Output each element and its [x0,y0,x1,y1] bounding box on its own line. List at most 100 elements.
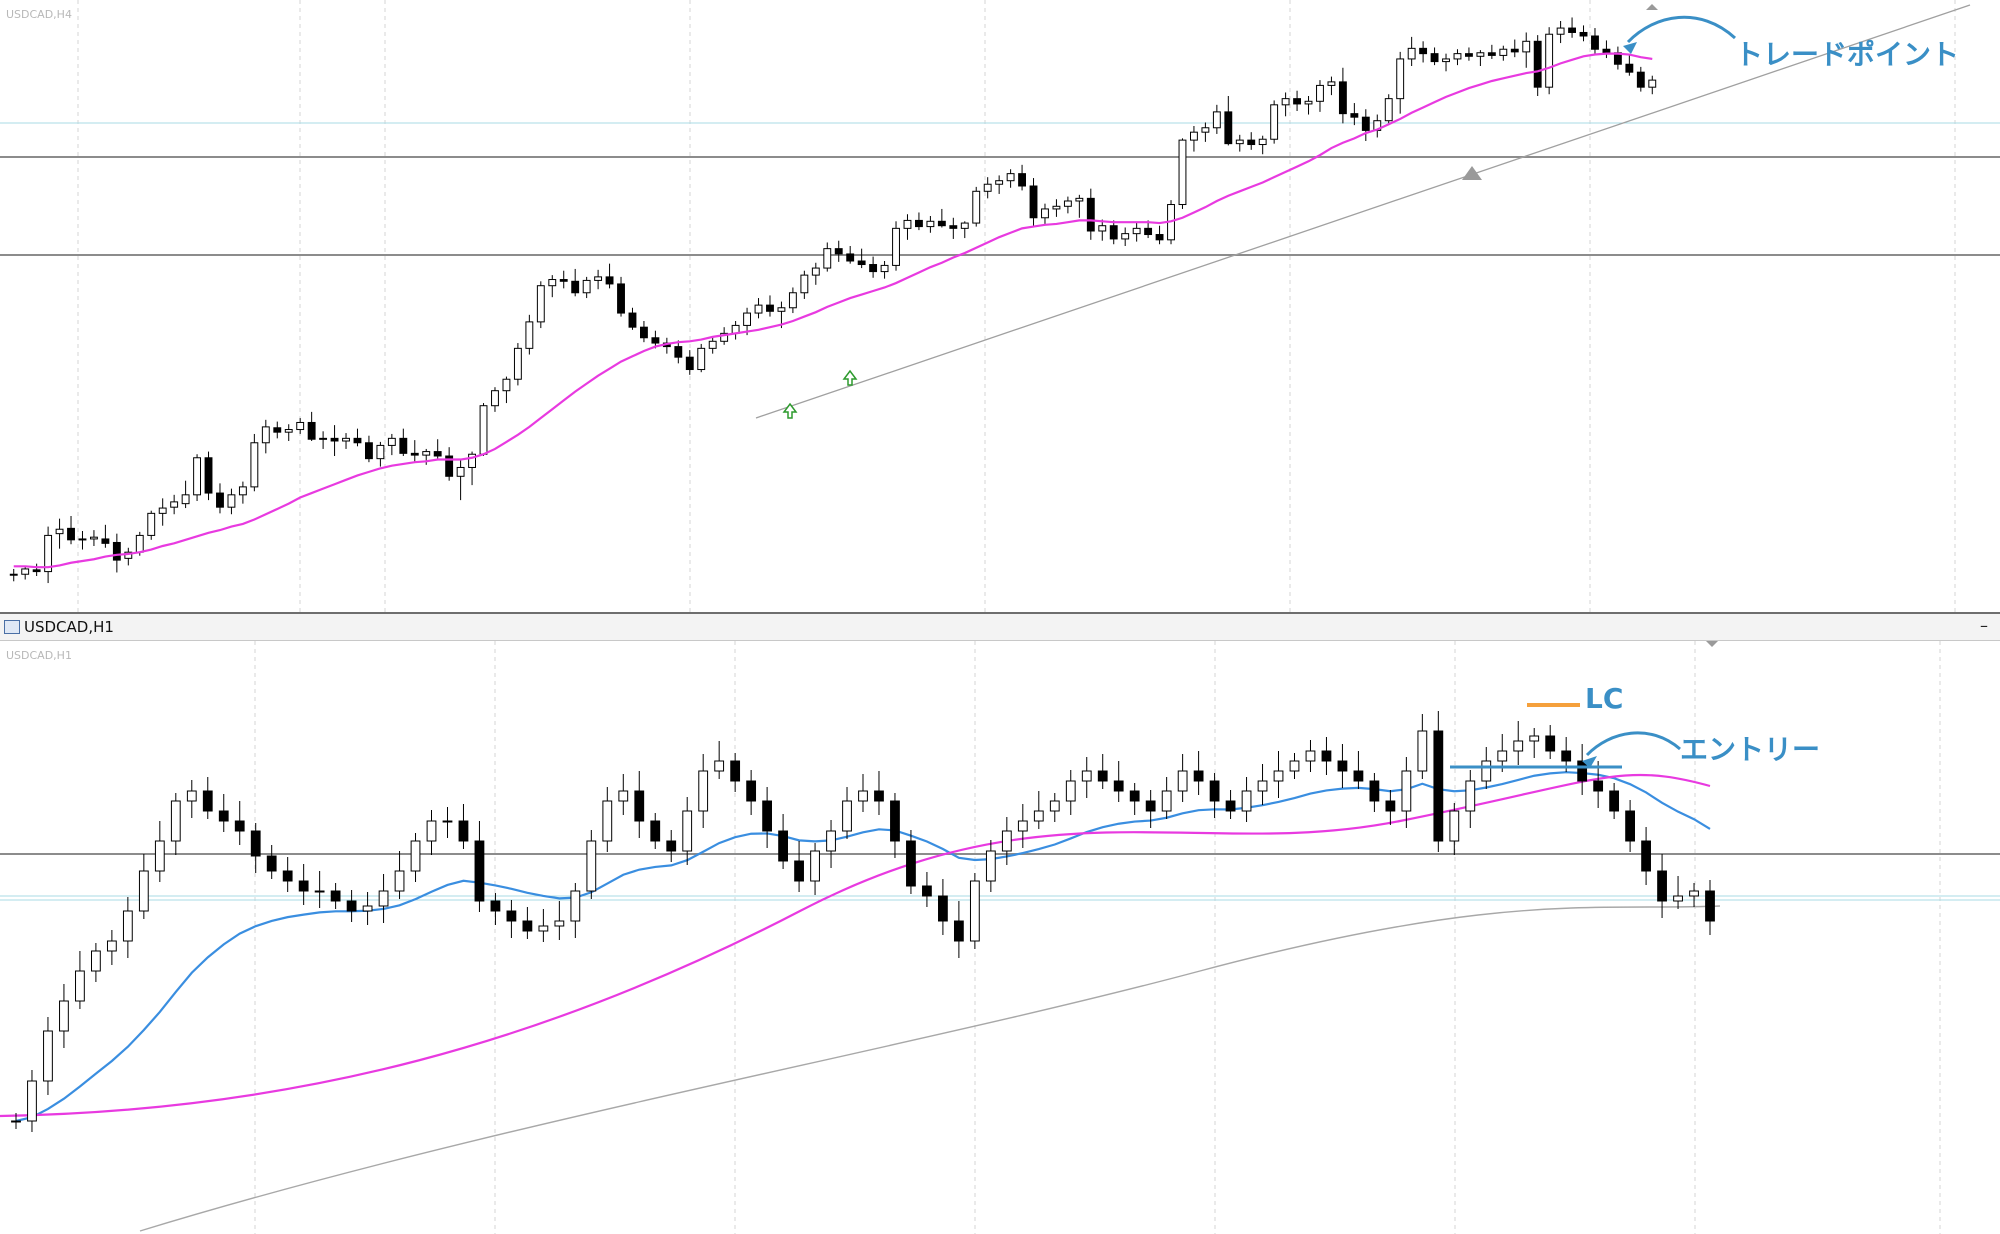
candle [666,840,677,852]
candle [858,790,868,802]
candle [794,860,804,882]
candle [1337,760,1348,772]
candle [456,466,465,477]
candle [640,326,648,339]
candle [1417,730,1428,772]
candle [582,279,591,294]
candle [708,340,717,349]
lc-label: LC [1585,682,1623,715]
candle [44,534,53,573]
ma-line [139,905,1721,1232]
candle [491,390,499,407]
candle [1499,48,1508,56]
candle [1433,730,1444,842]
candle [59,1000,69,1032]
minimize-button[interactable]: – [1980,616,1988,635]
candle [1609,790,1620,812]
candle [983,183,992,192]
candle [55,528,64,535]
candle [602,800,613,842]
candle [445,455,454,477]
candle [1049,800,1060,812]
candle [170,501,179,508]
candle [1648,79,1657,88]
candle [234,820,245,832]
candle [298,880,309,892]
candle [1625,63,1634,73]
candle [1533,40,1542,88]
candle [458,820,469,842]
candle [605,276,614,285]
candle [1657,870,1667,902]
candle [1018,173,1026,187]
candle [1041,208,1049,219]
candle [1593,780,1604,792]
candle [1545,33,1554,88]
candle [186,790,197,802]
candle [1241,790,1252,812]
candle [75,970,85,1002]
candle [548,279,557,287]
candle [1545,735,1556,752]
candle [682,810,693,852]
h1-window-titlebar[interactable]: USDCAD,H1 – [0,614,2000,641]
candle [513,347,522,380]
candle [296,421,305,431]
candle [778,830,788,862]
candle [261,426,270,444]
candle [330,437,339,442]
candle [1522,40,1531,53]
candle [1132,227,1141,235]
candle [788,292,797,309]
candle [433,451,442,457]
candle [903,219,912,229]
candle [594,276,603,281]
candle [892,227,900,266]
candle [1568,27,1576,33]
candle [586,840,597,892]
h4-chart-canvas[interactable]: USDCAD,H4 トレードポイント [0,0,2000,612]
trade-point-arrowhead-icon [1623,42,1637,54]
candle [250,830,261,857]
candle [1396,58,1405,100]
h1-level-lines [0,853,2000,901]
candle [1453,53,1462,60]
h1-chart-panel[interactable]: USDCAD,H1 LC エントリー [0,641,2000,1234]
candle [1247,139,1256,146]
candle [238,486,247,496]
candle [32,569,41,573]
candle [1063,200,1072,207]
candle [714,760,725,772]
candle [1636,71,1645,88]
candle [1304,100,1313,105]
candle [1001,830,1012,852]
candle [193,457,201,496]
candle [1144,227,1153,236]
candle [1385,800,1396,812]
candle [1350,113,1359,118]
h4-candles [9,17,1657,584]
candle [857,260,866,266]
h1-chart-canvas[interactable]: USDCAD,H1 LC エントリー [0,641,2000,1234]
candle [1281,98,1290,106]
candle [570,890,581,922]
candle [922,885,932,897]
candle [1109,225,1118,240]
candle [90,536,98,540]
candle [273,427,282,433]
candle [1361,116,1370,131]
candle [101,538,110,544]
triangle-marker-icon [1462,166,1482,180]
candle [985,850,996,882]
candle [21,568,30,575]
candle [1673,895,1683,902]
candle [1235,139,1244,145]
candle [506,910,517,922]
h4-chart-panel[interactable]: USDCAD,H4 トレードポイント [0,0,2000,614]
candle [1033,810,1044,822]
candle [1155,234,1164,241]
candle [342,437,350,442]
candle [1321,750,1332,762]
candle [1407,47,1416,60]
candle [1178,139,1187,206]
